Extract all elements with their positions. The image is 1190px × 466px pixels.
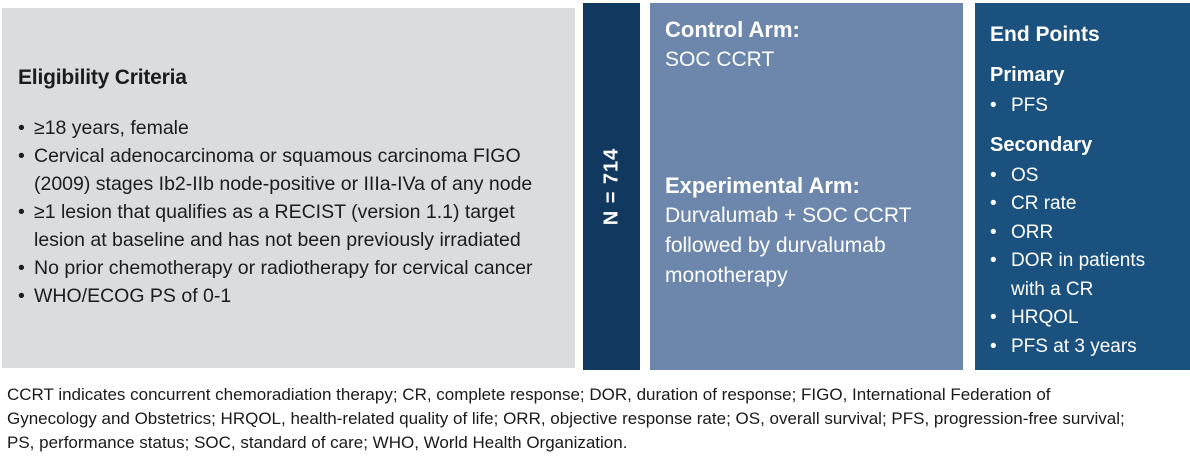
cohort-size-bar: N = 714 (583, 3, 640, 370)
experimental-arm-label: Experimental Arm: (665, 173, 860, 198)
abbreviations-footnote: CCRT indicates concurrent chemoradiation… (7, 383, 1187, 455)
endpoint-item: • OS (990, 162, 1182, 191)
bullet-marker: • (18, 145, 25, 167)
secondary-endpoints-label: Secondary (990, 133, 1093, 156)
endpoint-item: • PFS at 3 years (990, 333, 1182, 362)
bullet-marker: • (990, 307, 997, 328)
endpoint-item-text: ORR (1011, 221, 1054, 243)
bullet-marker: • (18, 201, 25, 223)
endpoint-item: • PFS (990, 92, 1182, 121)
endpoint-item-text: PFS at 3 years (1011, 335, 1137, 357)
primary-endpoints-label: Primary (990, 64, 1065, 86)
endpoint-item-text: DOR in patients with a CR (1011, 250, 1146, 300)
eligibility-item: • WHO/ECOG PS of 0-1 (18, 282, 557, 310)
endpoint-item: • ORR (990, 219, 1182, 248)
eligibility-title: Eligibility Criteria (18, 66, 187, 89)
endpoint-item-text: HRQOL (1011, 307, 1079, 328)
bullet-marker: • (990, 250, 997, 271)
endpoints-title: End Points (990, 23, 1100, 46)
footnote-line: Gynecology and Obstetrics; HRQOL, health… (7, 409, 1125, 428)
eligibility-item-text: ≥1 lesion that qualifies as a RECIST (ve… (34, 201, 521, 251)
control-arm-label: Control Arm: (665, 17, 800, 42)
bullet-marker: • (990, 335, 997, 357)
bullet-marker: • (18, 117, 25, 139)
eligibility-item-text: WHO/ECOG PS of 0-1 (34, 285, 232, 307)
treatment-arms-box: Control Arm: SOC CCRT Experimental Arm: … (650, 3, 963, 370)
bullet-marker: • (990, 193, 997, 214)
eligibility-item-text: Cervical adenocarcinoma or squamous carc… (34, 145, 533, 195)
endpoint-item-text: CR rate (1011, 193, 1077, 214)
eligibility-criteria-box: Eligibility Criteria • ≥18 years, female… (2, 8, 575, 368)
bullet-marker: • (990, 221, 997, 243)
bullet-marker: • (18, 257, 25, 279)
bullet-marker: • (18, 285, 25, 307)
eligibility-item: • ≥18 years, female (18, 114, 557, 142)
eligibility-item: • Cervical adenocarcinoma or squamous ca… (18, 142, 557, 198)
footnote-line: PS, performance status; SOC, standard of… (7, 433, 628, 452)
bullet-marker: • (990, 164, 997, 186)
endpoint-item: • DOR in patients with a CR (990, 247, 1182, 304)
eligibility-list: • ≥18 years, female • Cervical adenocarc… (18, 114, 557, 310)
endpoint-item: • CR rate (990, 190, 1182, 219)
cohort-size-label: N = 714 (600, 147, 623, 226)
eligibility-item-text: ≥18 years, female (34, 117, 189, 139)
footnote-line: CCRT indicates concurrent chemoradiation… (7, 385, 1051, 404)
endpoint-item: • HRQOL (990, 304, 1182, 333)
secondary-endpoints-list: • OS • CR rate • ORR • DOR in patients w… (990, 162, 1182, 362)
experimental-arm: Experimental Arm: Durvalumab + SOC CCRT … (665, 171, 953, 291)
control-arm-value: SOC CCRT (665, 48, 775, 71)
eligibility-item: • No prior chemotherapy or radiotherapy … (18, 254, 557, 282)
eligibility-item: • ≥1 lesion that qualifies as a RECIST (… (18, 198, 557, 254)
eligibility-item-text: No prior chemotherapy or radiotherapy fo… (34, 257, 533, 279)
endpoint-item-text: OS (1011, 164, 1039, 186)
control-arm: Control Arm: SOC CCRT (665, 15, 953, 75)
endpoints-box: End Points Primary • PFS Secondary • OS … (975, 3, 1190, 370)
primary-endpoints-list: • PFS (990, 92, 1182, 121)
endpoint-item-text: PFS (1011, 95, 1048, 116)
bullet-marker: • (990, 95, 997, 116)
experimental-arm-value: Durvalumab + SOC CCRT followed by durval… (665, 204, 912, 287)
